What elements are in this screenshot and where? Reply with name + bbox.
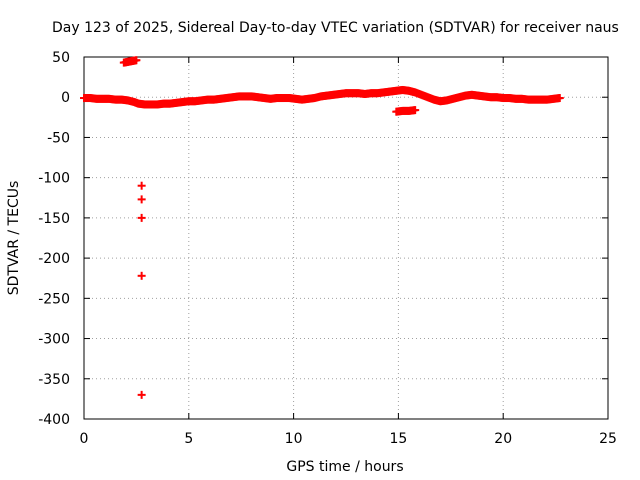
- data-point: [137, 181, 146, 190]
- plot-area-frame: [83, 56, 609, 420]
- data-point: [411, 106, 420, 115]
- x-axis-label: GPS time / hours: [286, 459, 403, 475]
- x-tick-labels: 0 5 10 15 20 25: [80, 431, 617, 447]
- axis-ticks: [83, 56, 609, 420]
- y-tick-label: -250: [38, 291, 70, 307]
- x-tick-label: 20: [494, 431, 512, 447]
- y-tick-label: -300: [38, 332, 70, 348]
- data-point: [137, 390, 146, 399]
- data-point: [137, 213, 146, 222]
- x-tick-label: 25: [599, 431, 617, 447]
- y-tick-label: 50: [52, 50, 70, 66]
- y-axis-label: SDTVAR / TECUs: [6, 181, 22, 296]
- y-tick-label: -100: [38, 171, 70, 187]
- chart-title: Day 123 of 2025, Sidereal Day-to-day VTE…: [52, 20, 619, 36]
- y-tick-label: -150: [38, 211, 70, 227]
- x-tick-label: 15: [389, 431, 407, 447]
- data-point: [555, 94, 564, 103]
- data-point: [137, 271, 146, 280]
- y-tick-labels: 50 0 -50 -100 -150 -200 -250 -300 -350 -400: [38, 50, 70, 428]
- grid-lines: [84, 57, 608, 419]
- y-tick-label: -50: [47, 130, 70, 146]
- data-point: [132, 56, 141, 65]
- x-tick-label: 0: [80, 431, 89, 447]
- y-tick-label: -200: [38, 251, 70, 267]
- x-tick-label: 10: [285, 431, 303, 447]
- y-tick-label: -400: [38, 412, 70, 428]
- data-point: [137, 195, 146, 204]
- y-tick-label: -350: [38, 372, 70, 388]
- y-tick-label: 0: [61, 90, 70, 106]
- data-points: [80, 56, 564, 399]
- x-tick-label: 5: [184, 431, 193, 447]
